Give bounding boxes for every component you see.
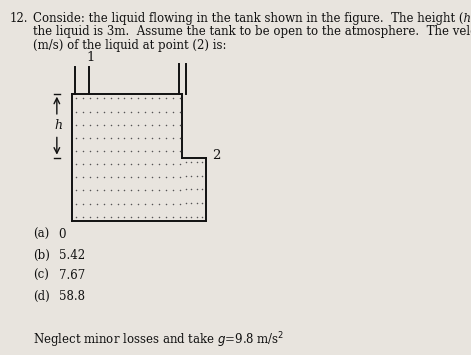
Text: (c): (c) xyxy=(33,269,49,282)
Text: Conside: the liquid flowing in the tank shown in the figure.  The height (ℎ) of: Conside: the liquid flowing in the tank … xyxy=(33,12,471,26)
Text: 1: 1 xyxy=(86,51,95,64)
Text: Neglect minor losses and take $g$=9.8 m/s$^2$: Neglect minor losses and take $g$=9.8 m/… xyxy=(33,330,284,350)
Text: 0: 0 xyxy=(58,228,66,241)
Text: (b): (b) xyxy=(33,249,49,262)
Text: (m/s) of the liquid at point (2) is:: (m/s) of the liquid at point (2) is: xyxy=(33,39,226,51)
Text: 12.: 12. xyxy=(9,12,28,26)
Text: 7.67: 7.67 xyxy=(58,269,85,282)
Text: 2: 2 xyxy=(211,149,220,162)
Text: (d): (d) xyxy=(33,290,49,303)
Text: 5.42: 5.42 xyxy=(58,249,85,262)
Text: the liquid is 3m.  Assume the tank to be open to the atmosphere.  The velocity: the liquid is 3m. Assume the tank to be … xyxy=(33,26,471,38)
Text: h: h xyxy=(55,119,63,132)
Text: 58.8: 58.8 xyxy=(58,290,84,303)
Text: (a): (a) xyxy=(33,228,49,241)
